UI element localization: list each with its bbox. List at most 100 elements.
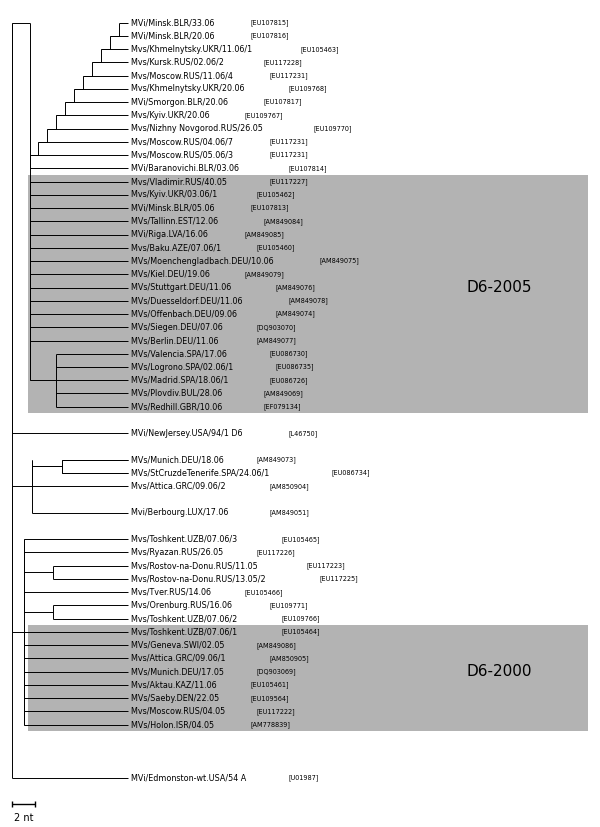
Text: [EU117223]: [EU117223]	[307, 562, 346, 569]
Text: [EU105462]: [EU105462]	[257, 192, 295, 198]
Text: Mvs/Moscow.RUS/11.06/4: Mvs/Moscow.RUS/11.06/4	[131, 71, 235, 80]
Text: MVi/Riga.LVA/16.06: MVi/Riga.LVA/16.06	[131, 230, 210, 239]
Text: Mvs/Khmelnytsky.UKR/11.06/1: Mvs/Khmelnytsky.UKR/11.06/1	[131, 45, 254, 54]
Text: Mvs/Moscow.RUS/04.05: Mvs/Moscow.RUS/04.05	[131, 707, 227, 716]
Text: MVi/Minsk.BLR/20.06: MVi/Minsk.BLR/20.06	[131, 31, 217, 41]
Text: Mvs/Moscow.RUS/04.06/7: Mvs/Moscow.RUS/04.06/7	[131, 137, 235, 146]
Text: Mvs/Toshkent.UZB/07.06/2: Mvs/Toshkent.UZB/07.06/2	[131, 614, 239, 624]
Text: [EU117231]: [EU117231]	[269, 138, 308, 146]
Text: [AM849074]: [AM849074]	[275, 311, 316, 318]
Text: MVs/Saeby.DEN/22.05: MVs/Saeby.DEN/22.05	[131, 694, 221, 703]
Text: 2 nt: 2 nt	[14, 814, 33, 824]
Bar	[28, 175, 589, 414]
Text: [EU107816]: [EU107816]	[251, 32, 289, 39]
Text: MVs/Siegen.DEU/07.06: MVs/Siegen.DEU/07.06	[131, 323, 225, 332]
Text: [AM849075]: [AM849075]	[319, 258, 359, 265]
Text: [EU105464]: [EU105464]	[282, 629, 320, 635]
Text: [EU117226]: [EU117226]	[257, 549, 296, 556]
Text: [EU086730]: [EU086730]	[269, 351, 308, 357]
Text: Mvs/Kyiv.UKR/03.06/1: Mvs/Kyiv.UKR/03.06/1	[131, 190, 220, 199]
Text: [DQ903069]: [DQ903069]	[257, 668, 296, 675]
Text: [AM849086]: [AM849086]	[257, 642, 296, 648]
Text: [EU109771]: [EU109771]	[269, 602, 308, 609]
Text: Mvs/Attica.GRC/09.06/2: Mvs/Attica.GRC/09.06/2	[131, 481, 228, 490]
Text: [EU109564]: [EU109564]	[251, 695, 289, 701]
Text: MVs/Duesseldorf.DEU/11.06: MVs/Duesseldorf.DEU/11.06	[131, 296, 245, 305]
Text: MVi/Minsk.BLR/33.06: MVi/Minsk.BLR/33.06	[131, 18, 217, 27]
Text: [EU107815]: [EU107815]	[251, 19, 289, 26]
Text: MVs/Valencia.SPA/17.06: MVs/Valencia.SPA/17.06	[131, 349, 229, 358]
Text: MVs/Moenchengladbach.DEU/10.06: MVs/Moenchengladbach.DEU/10.06	[131, 256, 276, 265]
Text: [AM849078]: [AM849078]	[288, 298, 328, 304]
Text: [EU105461]: [EU105461]	[251, 681, 289, 688]
Text: Mvs/Orenburg.RUS/16.06: Mvs/Orenburg.RUS/16.06	[131, 601, 234, 610]
Text: [EU086734]: [EU086734]	[332, 470, 370, 476]
Text: [AM849085]: [AM849085]	[244, 232, 284, 238]
Text: [EU086735]: [EU086735]	[275, 364, 314, 370]
Text: Mvs/Kyiv.UKR/20.06: Mvs/Kyiv.UKR/20.06	[131, 111, 212, 120]
Text: [EU105466]: [EU105466]	[244, 589, 283, 595]
Text: D6-2005: D6-2005	[466, 280, 532, 295]
Text: [AM850904]: [AM850904]	[269, 483, 309, 490]
Text: MVi/Edmonston-wt.USA/54 A: MVi/Edmonston-wt.USA/54 A	[131, 773, 248, 782]
Text: [EU086726]: [EU086726]	[269, 377, 308, 384]
Text: MVi/Minsk.BLR/05.06: MVi/Minsk.BLR/05.06	[131, 203, 217, 213]
Text: [AM849073]: [AM849073]	[257, 457, 296, 463]
Text: MVs/Holon.ISR/04.05: MVs/Holon.ISR/04.05	[131, 720, 216, 729]
Text: [EU109767]: [EU109767]	[244, 112, 283, 119]
Text: [AM849079]: [AM849079]	[244, 271, 284, 278]
Text: [EU107817]: [EU107817]	[263, 98, 302, 106]
Text: Mvs/Rostov-na-Donu.RUS/13.05/2: Mvs/Rostov-na-Donu.RUS/13.05/2	[131, 575, 268, 583]
Text: MVs/Munich.DEU/18.06: MVs/Munich.DEU/18.06	[131, 455, 226, 464]
Text: Mvs/Ryazan.RUS/26.05: Mvs/Ryazan.RUS/26.05	[131, 548, 226, 557]
Text: MVs/Tallinn.EST/12.06: MVs/Tallinn.EST/12.06	[131, 217, 220, 226]
Text: [AM849076]: [AM849076]	[275, 284, 316, 291]
Text: Mvs/Khmelnytsky.UKR/20.06: Mvs/Khmelnytsky.UKR/20.06	[131, 84, 247, 93]
Text: MVs/Geneva.SWI/02.05: MVs/Geneva.SWI/02.05	[131, 641, 227, 650]
Text: D6-2000: D6-2000	[466, 664, 532, 679]
Text: [EU117228]: [EU117228]	[263, 59, 302, 66]
Text: [AM849077]: [AM849077]	[257, 337, 296, 344]
Text: [EU117231]: [EU117231]	[269, 151, 308, 159]
Text: Mvs/Aktau.KAZ/11.06: Mvs/Aktau.KAZ/11.06	[131, 681, 219, 690]
Text: MVi/Baranovichi.BLR/03.06: MVi/Baranovichi.BLR/03.06	[131, 164, 241, 173]
Text: [EU109770]: [EU109770]	[313, 125, 352, 132]
Text: [EU117231]: [EU117231]	[269, 72, 308, 79]
Text: Mvs/Toshkent.UZB/07.06/3: Mvs/Toshkent.UZB/07.06/3	[131, 535, 239, 543]
Text: Mvs/Kursk.RUS/02.06/2: Mvs/Kursk.RUS/02.06/2	[131, 58, 226, 67]
Text: MVs/Offenbach.DEU/09.06: MVs/Offenbach.DEU/09.06	[131, 309, 239, 318]
Text: Mvs/Nizhny Novgorod.RUS/26.05: Mvs/Nizhny Novgorod.RUS/26.05	[131, 124, 265, 133]
Text: [AM778839]: [AM778839]	[251, 721, 290, 728]
Text: [EU117225]: [EU117225]	[319, 576, 358, 582]
Text: MVi/NewJersey.USA/94/1 D6: MVi/NewJersey.USA/94/1 D6	[131, 428, 245, 437]
Text: [U01987]: [U01987]	[288, 774, 319, 781]
Text: Mvs/Toshkent.UZB/07.06/1: Mvs/Toshkent.UZB/07.06/1	[131, 628, 239, 637]
Text: MVs/Redhill.GBR/10.06: MVs/Redhill.GBR/10.06	[131, 402, 224, 411]
Text: Mvs/Baku.AZE/07.06/1: Mvs/Baku.AZE/07.06/1	[131, 243, 223, 252]
Text: MVs/Madrid.SPA/18.06/1: MVs/Madrid.SPA/18.06/1	[131, 375, 230, 385]
Text: Mvs/Rostov-na-Donu.RUS/11.05: Mvs/Rostov-na-Donu.RUS/11.05	[131, 562, 260, 570]
Text: MVs/Berlin.DEU/11.06: MVs/Berlin.DEU/11.06	[131, 336, 221, 345]
Text: MVs/Kiel.DEU/19.06: MVs/Kiel.DEU/19.06	[131, 270, 212, 279]
Text: MVs/StCruzdeTenerife.SPA/24.06/1: MVs/StCruzdeTenerife.SPA/24.06/1	[131, 468, 271, 477]
Text: [EU105465]: [EU105465]	[282, 536, 320, 543]
Text: [L46750]: [L46750]	[288, 430, 317, 437]
Text: MVs/Stuttgart.DEU/11.06: MVs/Stuttgart.DEU/11.06	[131, 283, 233, 292]
Text: [AM849084]: [AM849084]	[263, 218, 303, 225]
Text: Mvs/Tver.RUS/14.06: Mvs/Tver.RUS/14.06	[131, 588, 213, 596]
Text: MVs/Munich.DEU/17.05: MVs/Munich.DEU/17.05	[131, 667, 226, 676]
Bar	[28, 625, 589, 731]
Text: [DQ903070]: [DQ903070]	[257, 324, 296, 331]
Text: [AM849069]: [AM849069]	[263, 390, 303, 397]
Text: [EU107814]: [EU107814]	[288, 165, 326, 172]
Text: [AM849051]: [AM849051]	[269, 509, 309, 516]
Text: Mvs/Attica.GRC/09.06/1: Mvs/Attica.GRC/09.06/1	[131, 654, 227, 663]
Text: [EU117227]: [EU117227]	[269, 178, 308, 185]
Text: [EU109768]: [EU109768]	[288, 85, 326, 93]
Text: [EU105463]: [EU105463]	[301, 45, 339, 52]
Text: [EU107813]: [EU107813]	[251, 205, 289, 212]
Text: [AM850905]: [AM850905]	[269, 655, 309, 662]
Text: Mvs/Vladimir.RUS/40.05: Mvs/Vladimir.RUS/40.05	[131, 177, 229, 186]
Text: MVi/Smorgon.BLR/20.06: MVi/Smorgon.BLR/20.06	[131, 98, 230, 107]
Text: Mvs/Moscow.RUS/05.06/3: Mvs/Moscow.RUS/05.06/3	[131, 151, 235, 160]
